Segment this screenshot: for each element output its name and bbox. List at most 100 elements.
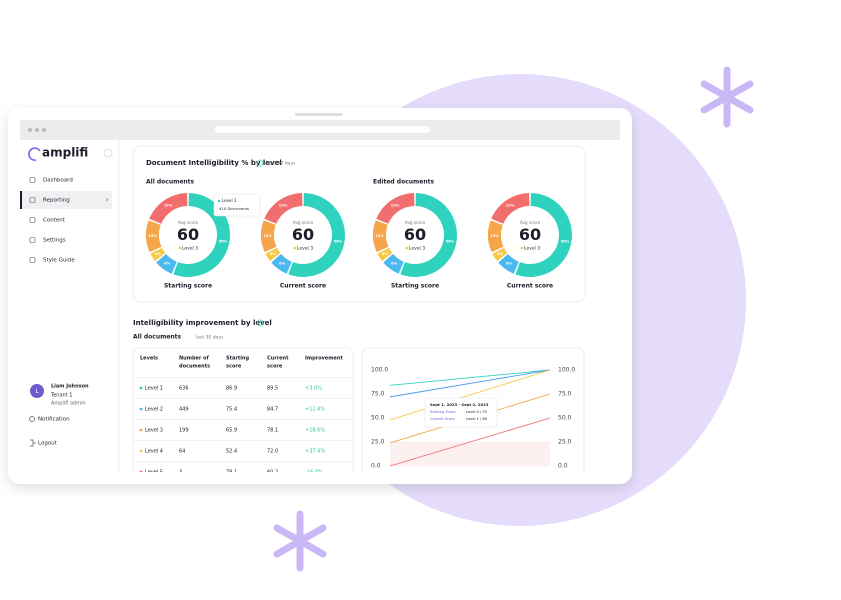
nav-item[interactable]: Style Guide [43, 258, 75, 264]
tooltip-dates: Sept 1, 2023 - Sept 2, 2023 [430, 402, 489, 407]
y-tick-label: 100.0 [371, 367, 388, 374]
segment-label: 19% [506, 204, 515, 208]
y-tick-label: 25.0 [371, 439, 385, 446]
table-cell: -16.4% [305, 470, 323, 476]
table-cell: 64 [179, 449, 185, 455]
table-cell: 75.4 [226, 407, 237, 413]
segment-label: 56% [219, 240, 228, 244]
segment-label: 4% [270, 252, 277, 256]
y2-tick-label: 100.0 [558, 367, 575, 374]
donut-segment [156, 253, 177, 274]
donut-segment [377, 247, 393, 262]
donut-segment [515, 193, 573, 277]
avg-label: Avg score [405, 220, 426, 225]
avg-score: 60 [404, 225, 426, 244]
bell-icon [29, 416, 35, 422]
table-cell: 52.4 [226, 449, 237, 455]
segment-label: 4% [382, 252, 389, 256]
donut-segment [150, 247, 166, 262]
level-dot [139, 470, 143, 472]
y2-tick-label: 0.0 [558, 463, 568, 470]
section-title: Intelligibility improvement by level [133, 319, 272, 327]
user-name[interactable]: Liam Johnson [51, 384, 89, 390]
table-cell: +37.4% [305, 449, 325, 455]
table-cell: +18.6% [305, 428, 325, 434]
table-cell: 60.2 [267, 470, 278, 476]
line-series [389, 369, 551, 421]
donut-caption: Starting score [391, 283, 439, 290]
tooltip-row: Current Score [430, 417, 455, 421]
segment-label: 19% [279, 204, 288, 208]
segment-label: 8% [506, 262, 513, 266]
donut-segment [376, 193, 415, 224]
table-cell: 65.9 [226, 428, 237, 434]
segment-label: 56% [334, 240, 343, 244]
brand: amplifi [42, 146, 88, 160]
level-dot [139, 449, 143, 453]
nav-item[interactable]: Settings [43, 238, 66, 244]
level-label: Level 3 [524, 246, 540, 252]
asterisk [273, 510, 327, 572]
avg-score: 60 [177, 225, 199, 244]
user-tenant: Tenant 1 [50, 393, 72, 399]
level-dot [293, 246, 297, 250]
info-icon[interactable] [256, 319, 264, 327]
table-cell: +3.0% [305, 386, 322, 392]
segment-label: 4% [155, 252, 162, 256]
tooltip-detail: 410 Documents [219, 206, 249, 211]
nav-item[interactable]: Content [43, 218, 66, 224]
table-cell: 78.1 [267, 428, 278, 434]
donut-segment [400, 193, 458, 277]
asterisk [700, 66, 754, 128]
info-icon[interactable] [256, 159, 264, 167]
tooltip-title: Level 1 [222, 198, 237, 203]
segment-label: 8% [279, 262, 286, 266]
avg-score: 60 [292, 225, 314, 244]
table-header: Number of [179, 356, 210, 362]
url-bar [215, 126, 430, 133]
dot [28, 128, 32, 132]
tooltip-row: Starting Score [430, 410, 456, 414]
logout[interactable]: Logout [38, 441, 58, 447]
level-label: Level 3 [182, 246, 198, 252]
tooltip-row: Level 5 / 25 [466, 410, 487, 414]
table-header: Current [267, 356, 289, 362]
card-title: Document Intelligibility % by level [146, 159, 282, 167]
collapse-button[interactable] [103, 148, 113, 158]
user-role: Amplifi admin [51, 401, 86, 407]
segment-label: 13% [148, 234, 157, 238]
line-series [389, 417, 551, 467]
table-header: Starting [226, 356, 249, 362]
nav-icon [29, 177, 36, 183]
dot [35, 128, 39, 132]
segment-label: 19% [164, 204, 173, 208]
period: last 30 days [196, 335, 224, 341]
nav-item[interactable]: Reporting [43, 198, 70, 204]
nav-item[interactable]: Dashboard [43, 178, 73, 184]
table-cell: +12.4% [305, 407, 325, 413]
active-nav-bg [20, 191, 112, 209]
donut-caption: Current score [507, 283, 553, 290]
segment-label: 56% [446, 240, 455, 244]
chart-tooltip [424, 397, 498, 428]
nav-icon [29, 197, 36, 203]
table-cell: 72.0 [267, 449, 278, 455]
segment-label: 19% [391, 204, 400, 208]
level-dot [139, 428, 143, 432]
notification[interactable]: Notification [38, 417, 70, 423]
period: last 30 days [268, 161, 296, 167]
donut-segment [373, 220, 389, 253]
donut-segment [488, 220, 504, 253]
table-header: Improvement [305, 356, 343, 362]
table-header: score [267, 364, 283, 370]
segment-label: 13% [490, 234, 499, 238]
nav-icon [29, 217, 36, 223]
logo-icon [28, 147, 41, 161]
logout-icon [30, 439, 36, 447]
donut-segment [149, 193, 188, 224]
table-cell: Level 1 [145, 386, 163, 392]
dot [42, 128, 46, 132]
y2-tick-label: 75.0 [558, 391, 572, 398]
y-tick-label: 75.0 [371, 391, 385, 398]
level-dot [139, 386, 143, 390]
